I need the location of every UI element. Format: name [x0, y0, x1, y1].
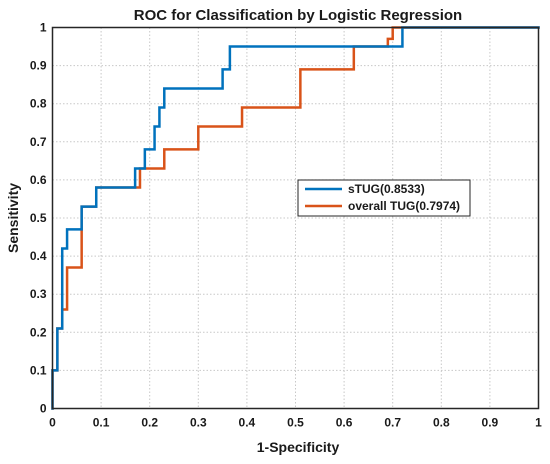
x-tick-label: 0.4 [239, 416, 256, 430]
legend: sTUG(0.8533) overall TUG(0.7974) [297, 179, 471, 217]
chart-title: ROC for Classification by Logistic Regre… [134, 7, 462, 24]
series-line-stug [51, 26, 540, 410]
y-tick-label: 0.5 [30, 211, 47, 225]
x-tick-label: 0.6 [336, 416, 353, 430]
x-tick-label: 0.9 [482, 416, 499, 430]
plot-frame [51, 26, 540, 410]
x-tick-label: 0.8 [433, 416, 450, 430]
x-tick-label: 0.2 [141, 416, 158, 430]
x-tick-label: 0.5 [287, 416, 304, 430]
y-axis-title: Sensitivity [5, 183, 21, 253]
y-tick-label: 0.7 [30, 135, 47, 149]
x-axis-title: 1-Specificity [257, 439, 340, 455]
legend-label-overall-tug: overall TUG(0.7974) [348, 199, 460, 213]
x-tick-label: 0.3 [190, 416, 207, 430]
y-tick-label: 0.1 [30, 363, 47, 377]
grid-lines [52, 27, 539, 409]
y-tick-label: 0.8 [30, 97, 47, 111]
y-tick-label: 1 [40, 21, 47, 35]
tick-labels: 0 0.1 0.2 0.3 0.4 0.5 0.6 0.7 0.8 0.9 1 0 0.1 0.2 0.3 0… [30, 21, 542, 430]
y-tick-label: 0 [40, 402, 47, 416]
y-tick-label: 0.3 [30, 287, 47, 301]
legend-label-stug: sTUG(0.8533) [348, 182, 425, 196]
x-tick-label: 0.1 [93, 416, 110, 430]
y-tick-label: 0.9 [30, 59, 47, 73]
y-tick-label: 0.6 [30, 173, 47, 187]
x-tick-label: 1 [535, 416, 542, 430]
x-tick-label: 0.7 [384, 416, 401, 430]
legend-box [297, 179, 471, 217]
series-lines [51, 26, 540, 410]
y-tick-label: 0.4 [30, 249, 47, 263]
x-tick-label: 0 [49, 416, 56, 430]
y-tick-label: 0.2 [30, 325, 47, 339]
